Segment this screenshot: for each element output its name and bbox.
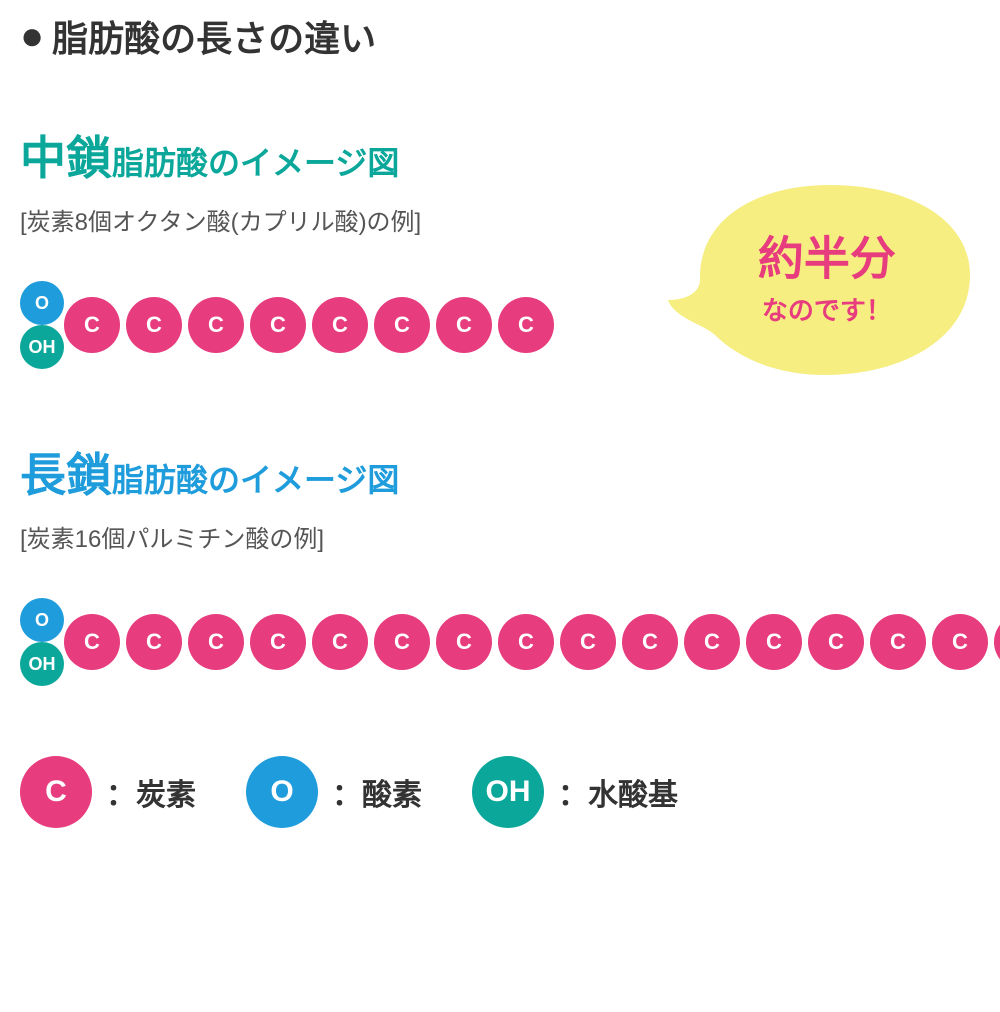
long-chain-subtitle: [炭素16個パルミチン酸の例] bbox=[20, 519, 980, 554]
oxygen-icon: O bbox=[246, 756, 318, 828]
carbon-atom: C bbox=[312, 614, 368, 670]
carbon-atom: C bbox=[188, 614, 244, 670]
carbon-atom: C bbox=[436, 297, 492, 353]
main-title-text: 脂肪酸の長さの違い bbox=[52, 10, 376, 62]
legend-hydroxyl-label: ：水酸基 bbox=[558, 770, 678, 814]
long-chain-title: 長鎖 脂肪酸のイメージ図 bbox=[20, 439, 980, 505]
medium-chain-title-big: 中鎖 bbox=[20, 122, 112, 188]
hydroxyl-icon: OH bbox=[472, 756, 544, 828]
carbon-atom: C bbox=[622, 614, 678, 670]
carbon-atom: C bbox=[250, 297, 306, 353]
oxygen-atom: O bbox=[20, 598, 64, 642]
speech-bubble: 約半分 なのです！ bbox=[660, 160, 980, 400]
legend-oxygen: O ：酸素 bbox=[246, 756, 422, 828]
legend: C ：炭素 O ：酸素 OH ：水酸基 bbox=[20, 756, 980, 828]
carbon-atom: C bbox=[188, 297, 244, 353]
bubble-text-small: なのです！ bbox=[758, 290, 896, 327]
carbon-atom: C bbox=[746, 614, 802, 670]
carbon-atom: C bbox=[560, 614, 616, 670]
carbon-atom: C bbox=[374, 297, 430, 353]
carbon-atom: C bbox=[250, 614, 306, 670]
main-title: ● 脂肪酸の長さの違い bbox=[20, 10, 980, 62]
carbon-atom: C bbox=[994, 614, 1000, 670]
long-chain-title-rest: 脂肪酸のイメージ図 bbox=[112, 455, 399, 501]
medium-carbon-chain: CCCCCCCC bbox=[64, 297, 554, 353]
bubble-text-big: 約半分 bbox=[758, 222, 896, 288]
carbon-atom: C bbox=[64, 614, 120, 670]
legend-oxygen-label: ：酸素 bbox=[332, 770, 422, 814]
oxygen-atom: O bbox=[20, 281, 64, 325]
carbon-atom: C bbox=[498, 614, 554, 670]
carbon-atom: C bbox=[312, 297, 368, 353]
medium-chain-title-rest: 脂肪酸のイメージ図 bbox=[112, 138, 399, 184]
carbon-atom: C bbox=[684, 614, 740, 670]
bullet-icon: ● bbox=[20, 16, 44, 56]
carbon-atom: C bbox=[374, 614, 430, 670]
carbon-atom: C bbox=[870, 614, 926, 670]
long-carbon-chain: CCCCCCCCCCCCCCCC bbox=[64, 614, 1000, 670]
long-chain-title-big: 長鎖 bbox=[20, 439, 112, 505]
carbon-atom: C bbox=[808, 614, 864, 670]
legend-hydroxyl: OH ：水酸基 bbox=[472, 756, 678, 828]
legend-carbon: C ：炭素 bbox=[20, 756, 196, 828]
carbon-atom: C bbox=[436, 614, 492, 670]
carbon-atom: C bbox=[64, 297, 120, 353]
medium-oo-stack: O OH bbox=[20, 281, 64, 369]
long-chain-row: O OH CCCCCCCCCCCCCCCC bbox=[20, 598, 980, 686]
legend-carbon-label: ：炭素 bbox=[106, 770, 196, 814]
carbon-atom: C bbox=[932, 614, 988, 670]
long-oo-stack: O OH bbox=[20, 598, 64, 686]
hydroxyl-atom: OH bbox=[20, 642, 64, 686]
carbon-atom: C bbox=[126, 297, 182, 353]
carbon-atom: C bbox=[126, 614, 182, 670]
carbon-icon: C bbox=[20, 756, 92, 828]
long-chain-section: 長鎖 脂肪酸のイメージ図 [炭素16個パルミチン酸の例] O OH CCCCCC… bbox=[20, 439, 980, 686]
carbon-atom: C bbox=[498, 297, 554, 353]
hydroxyl-atom: OH bbox=[20, 325, 64, 369]
bubble-text: 約半分 なのです！ bbox=[758, 222, 896, 327]
